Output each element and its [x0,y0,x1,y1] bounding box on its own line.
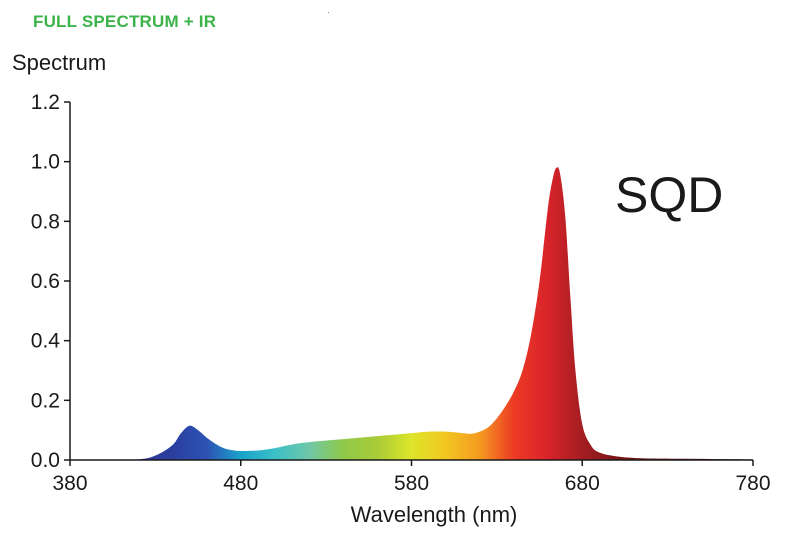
x-tick-label: 380 [52,472,87,495]
sqd-annotation: SQD [615,167,723,223]
x-tick-label: 680 [565,472,600,495]
x-axis-title: Wavelength (nm) [351,502,518,527]
y-tick-label: 1.2 [31,91,60,114]
x-tick-label: 780 [735,472,770,495]
x-tick-label: 580 [394,472,429,495]
y-tick-label: 0.0 [31,449,60,472]
axes: 0.0 0.2 0.4 0.6 0.8 1.0 1.2 380 480 580 680 780 [31,91,771,495]
y-tick-label: 0.6 [31,270,60,293]
y-tick-label: 0.8 [31,210,60,233]
y-tick-label: 0.4 [31,330,61,353]
stray-dot [328,12,329,13]
y-axis-title: Spectrum [12,50,107,75]
y-tick-label: 1.0 [31,151,60,174]
x-tick-label: 480 [223,472,258,495]
chart-title: FULL SPECTRUM + IR [33,12,217,31]
y-tick-label: 0.2 [31,389,60,412]
